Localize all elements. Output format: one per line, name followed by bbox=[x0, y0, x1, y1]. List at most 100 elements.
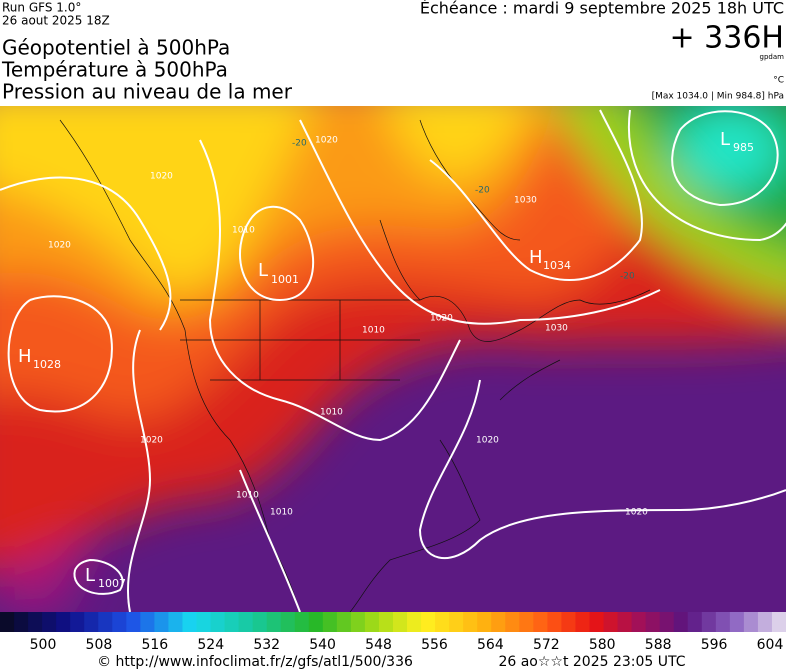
colorbar-label: 580 bbox=[589, 637, 616, 653]
colorbar-label: 524 bbox=[197, 637, 224, 653]
colorbar-swatch bbox=[687, 612, 703, 632]
colorbar-swatch bbox=[645, 612, 661, 632]
run: Run GFS 1.0° bbox=[2, 1, 81, 15]
colorbar-swatch bbox=[196, 612, 212, 632]
center-value: 1001 bbox=[271, 273, 299, 286]
temperature-label: -20 bbox=[292, 139, 307, 149]
colorbar-swatch bbox=[238, 612, 254, 632]
center-value: 1034 bbox=[543, 259, 571, 272]
colorbar-swatch bbox=[561, 612, 576, 632]
colorbar-swatch bbox=[519, 612, 534, 632]
center-type: H bbox=[18, 346, 32, 367]
colorbar-swatch bbox=[533, 612, 548, 632]
colorbar-swatch bbox=[393, 612, 408, 632]
isobar-label: 1010 bbox=[232, 226, 255, 236]
colorbar-label: 516 bbox=[141, 637, 168, 653]
center-value: 985 bbox=[733, 141, 754, 154]
colorbar-label: 548 bbox=[365, 637, 392, 653]
colorbar-swatch bbox=[56, 612, 71, 632]
colorbar-label: 596 bbox=[701, 637, 728, 653]
colorbar-swatch bbox=[350, 612, 366, 632]
colorbar-swatch bbox=[182, 612, 197, 632]
colorbar-swatch bbox=[729, 612, 745, 632]
center-value: 1028 bbox=[33, 358, 61, 371]
colorbar-label: 588 bbox=[645, 637, 672, 653]
center-value: 1007 bbox=[98, 577, 126, 590]
colorbar-swatch bbox=[14, 612, 29, 632]
colorbar-swatch bbox=[336, 612, 352, 632]
colorbar-swatch bbox=[505, 612, 520, 632]
colorbar-label: 604 bbox=[757, 637, 784, 653]
colorbar: 500 508 516 524 532 540 548 556 564 572 580 588 596 6… bbox=[0, 612, 786, 653]
colorbar-label: 508 bbox=[86, 637, 113, 653]
pressure-range: [Max 1034.0 | Min 984.8] hPa bbox=[652, 92, 784, 102]
colorbar-swatch bbox=[575, 612, 590, 632]
isobar-label: 1020 bbox=[48, 241, 71, 251]
isobar-label: 1010 bbox=[320, 408, 343, 418]
colorbar-swatch bbox=[378, 612, 394, 632]
colorbar-label: 532 bbox=[253, 637, 280, 653]
colorbar-swatch bbox=[294, 612, 310, 632]
colorbar-swatch bbox=[42, 612, 57, 632]
isobar-label: 1010 bbox=[362, 326, 385, 336]
colorbar-swatch bbox=[266, 612, 282, 632]
unit-temperature: °C bbox=[773, 76, 784, 86]
colorbar-swatch bbox=[140, 612, 155, 632]
colorbar-swatch bbox=[659, 612, 675, 632]
colorbar-swatch bbox=[435, 612, 450, 632]
timestamp: 26 ao☆☆t 2025 23:05 UTC bbox=[498, 654, 685, 670]
colorbar-swatch bbox=[491, 612, 506, 632]
run-date: 26 aout 2025 18Z bbox=[2, 14, 110, 28]
colorbar-swatch bbox=[715, 612, 731, 632]
source-url: © http://www.infoclimat.fr/z/gfs/atl1/50… bbox=[97, 654, 413, 670]
colorbar-swatch bbox=[154, 612, 169, 632]
isobar-label: 1010 bbox=[236, 491, 259, 501]
unit-geopotential: gpdam bbox=[760, 53, 785, 61]
colorbar-swatch bbox=[631, 612, 647, 632]
isobar-label: 1030 bbox=[545, 324, 568, 334]
colorbar-swatch bbox=[70, 612, 85, 632]
colorbar-swatch bbox=[589, 612, 605, 632]
isobar-label: 1020 bbox=[625, 508, 648, 518]
colorbar-swatch bbox=[322, 612, 338, 632]
isobars bbox=[0, 109, 786, 612]
title: Température à 500hPa bbox=[1, 58, 228, 82]
colorbar-swatch bbox=[126, 612, 141, 632]
colorbar-swatch bbox=[477, 612, 492, 632]
colorbar-swatch bbox=[771, 612, 786, 632]
colorbar-swatch bbox=[84, 612, 99, 632]
colorbar-swatch bbox=[449, 612, 464, 632]
temperature-label: -20 bbox=[475, 186, 490, 196]
colorbar-swatch bbox=[757, 612, 773, 632]
colorbar-swatch bbox=[308, 612, 324, 632]
colorbar-swatch bbox=[364, 612, 380, 632]
isobar-label: 1020 bbox=[315, 136, 338, 146]
colorbar-swatch bbox=[28, 612, 43, 632]
colorbar-label: 500 bbox=[30, 637, 57, 653]
isobar-label: 1020 bbox=[476, 436, 499, 446]
temperature-label: -20 bbox=[620, 272, 635, 282]
colorbar-swatch bbox=[547, 612, 562, 632]
isobar-labels: 1020 1020 1010 1020 1030 1020 1030 1010 … bbox=[48, 136, 648, 518]
colorbar-swatch bbox=[280, 612, 296, 632]
pressure-centers: H 1028 L 1001 H 1034 L 985 L 1007 bbox=[18, 129, 754, 590]
colorbar-swatch bbox=[407, 612, 422, 632]
colorbar-swatch bbox=[210, 612, 226, 632]
colorbar-swatch bbox=[701, 612, 717, 632]
colorbar-swatch bbox=[224, 612, 240, 632]
center-type: L bbox=[85, 565, 95, 586]
lead-time: + 336H bbox=[670, 21, 785, 56]
isobar-label: 1010 bbox=[270, 508, 293, 518]
isobar-label: 1020 bbox=[140, 436, 163, 446]
map: 1020 1020 1010 1020 1030 1020 1030 1010 … bbox=[0, 106, 786, 612]
title: Pression au niveau de la mer bbox=[2, 80, 293, 104]
colorbar-swatch bbox=[168, 612, 183, 632]
forecast-time: Échéance : mardi 9 septembre 2025 18h UT… bbox=[420, 0, 784, 18]
isobar-label: 1020 bbox=[430, 314, 453, 324]
colorbar-swatch bbox=[743, 612, 759, 632]
colorbar-swatch bbox=[0, 612, 15, 632]
center-type: H bbox=[529, 247, 543, 268]
colorbar-swatch bbox=[98, 612, 113, 632]
colorbar-label: 572 bbox=[533, 637, 560, 653]
